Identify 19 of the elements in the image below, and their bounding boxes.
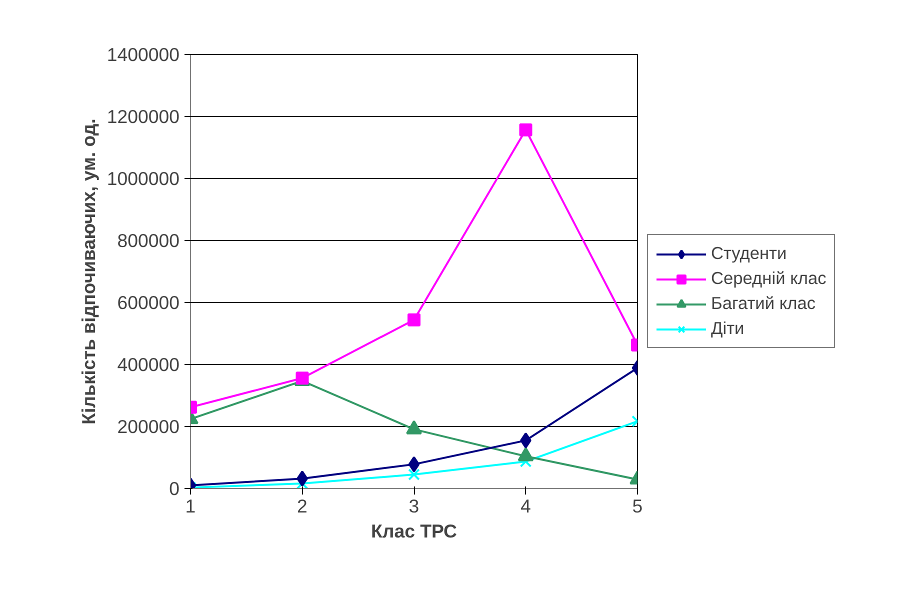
legend-label: Діти bbox=[711, 318, 744, 339]
legend-label: Багатий клас bbox=[711, 293, 816, 314]
y-tick-label: 200000 bbox=[117, 416, 180, 437]
y-tick-label: 600000 bbox=[117, 292, 180, 313]
y-axis-title: Кількість відпочиваючих, ум. од. bbox=[78, 118, 99, 424]
y-tick-label: 1200000 bbox=[106, 106, 180, 127]
y-tick-label: 1000000 bbox=[106, 168, 180, 189]
x-tick-label: 1 bbox=[185, 496, 196, 516]
x-tick-label: 3 bbox=[408, 496, 420, 516]
y-tick-label: 400000 bbox=[117, 354, 180, 375]
y-tick-label: 800000 bbox=[117, 230, 180, 251]
x-tick-label: 5 bbox=[632, 496, 643, 516]
y-tick-label: 1400000 bbox=[106, 44, 180, 65]
x-tick-label: 2 bbox=[297, 496, 308, 516]
legend-label: Студенти bbox=[711, 243, 787, 264]
x-axis-title: Клас ТРС bbox=[370, 520, 458, 542]
x-tick-label: 4 bbox=[520, 496, 531, 516]
y-tick-label: 0 bbox=[169, 478, 180, 499]
legend-label: Середній клас bbox=[711, 268, 826, 289]
